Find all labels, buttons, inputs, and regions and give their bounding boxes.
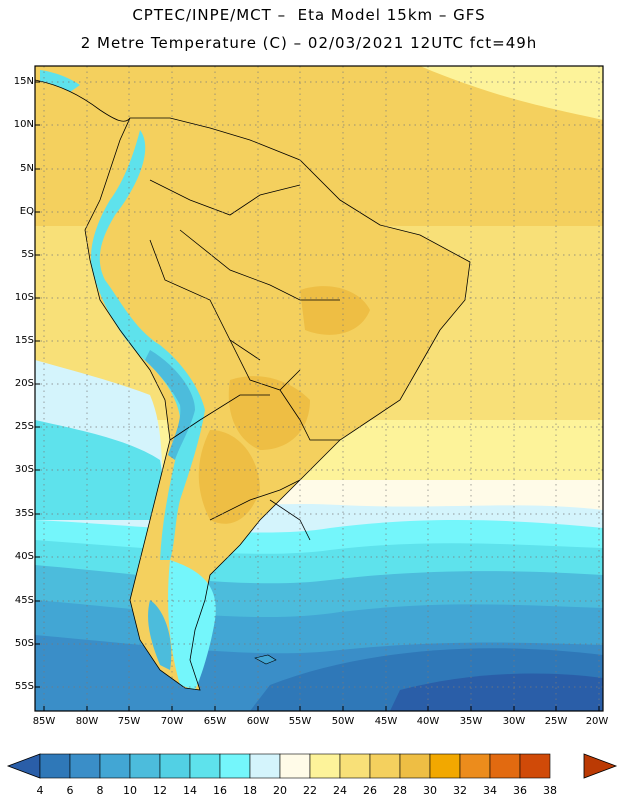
colorbar-level-label: 28 [393, 784, 407, 797]
map-subtitle: 2 Metre Temperature (C) – 02/03/2021 12U… [80, 34, 538, 52]
lon-label: 35W [459, 716, 483, 727]
colorbar-level-label: 18 [243, 784, 257, 797]
lon-label: 40W [416, 716, 440, 727]
lon-label: 85W [32, 716, 56, 727]
colorbar-cell [429, 753, 461, 779]
colorbar-level-label: 36 [513, 784, 527, 797]
lat-label: 35S [14, 508, 34, 519]
colorbar-cell [189, 753, 221, 779]
lat-label: EQ [19, 206, 34, 217]
colorbar-cell [129, 753, 161, 779]
andes-cool-strip [90, 130, 205, 560]
colorbar-level-label: 26 [363, 784, 377, 797]
lon-label: 30W [502, 716, 526, 727]
colorbar-level-label: 12 [153, 784, 167, 797]
lat-label: 30S [14, 464, 34, 475]
lat-label: 15S [14, 335, 34, 346]
colorbar-level-label: 30 [423, 784, 437, 797]
colorbar-cell [519, 753, 551, 779]
axis-ticks [35, 81, 600, 711]
lat-label: 15N [13, 76, 34, 87]
lon-label: 25W [544, 716, 568, 727]
colorbar-cell [339, 753, 371, 779]
colorbar-level-label: 8 [96, 784, 104, 797]
colorbar-cell [279, 753, 311, 779]
lon-label: 20W [585, 716, 609, 727]
colorbar-level-label: 10 [123, 784, 137, 797]
colorbar [6, 753, 618, 779]
colorbar-cell [159, 753, 191, 779]
colorbar-level-label: 4 [36, 784, 44, 797]
lat-label: 50S [14, 638, 34, 649]
colorbar-cell [489, 753, 521, 779]
colorbar-cell [399, 753, 431, 779]
colorbar-level-label: 6 [66, 784, 74, 797]
lat-label: 5N [20, 163, 34, 174]
lat-label: 40S [14, 551, 34, 562]
colorbar-high-arrow [583, 753, 618, 779]
lat-label: 45S [14, 595, 34, 606]
colorbar-cell [219, 753, 251, 779]
lat-label: 25S [14, 421, 34, 432]
lat-label: 10N [13, 119, 34, 130]
lon-label: 45W [374, 716, 398, 727]
colorbar-low-arrow [6, 753, 41, 779]
colorbar-cell [39, 753, 71, 779]
lon-label: 80W [75, 716, 99, 727]
map-frame [34, 65, 604, 712]
colorbar-cell [459, 753, 491, 779]
lat-label: 10S [14, 292, 34, 303]
lon-label: 50W [331, 716, 355, 727]
colorbar-cell [99, 753, 131, 779]
map-title: CPTEC/INPE/MCT – Eta Model 15km – GFS [132, 6, 486, 24]
temperature-field [35, 66, 603, 711]
colorbar-level-label: 34 [483, 784, 497, 797]
lat-label: 55S [14, 681, 34, 692]
colorbar-level-label: 20 [273, 784, 287, 797]
colorbar-level-label: 32 [453, 784, 467, 797]
colorbar-cell [69, 753, 101, 779]
lon-label: 75W [117, 716, 141, 727]
colorbar-level-label: 22 [303, 784, 317, 797]
lon-label: 65W [203, 716, 227, 727]
colorbar-cell [309, 753, 341, 779]
colorbar-cell [369, 753, 401, 779]
country-borders [35, 79, 471, 691]
lat-label: 5S [21, 249, 34, 260]
colorbar-level-label: 14 [183, 784, 197, 797]
lon-label: 70W [160, 716, 184, 727]
graticule [35, 66, 603, 711]
lon-label: 55W [288, 716, 312, 727]
colorbar-cell [249, 753, 281, 779]
colorbar-level-label: 24 [333, 784, 347, 797]
lon-label: 60W [246, 716, 270, 727]
lat-label: 20S [14, 378, 34, 389]
colorbar-level-label: 16 [213, 784, 227, 797]
colorbar-level-label: 38 [543, 784, 557, 797]
